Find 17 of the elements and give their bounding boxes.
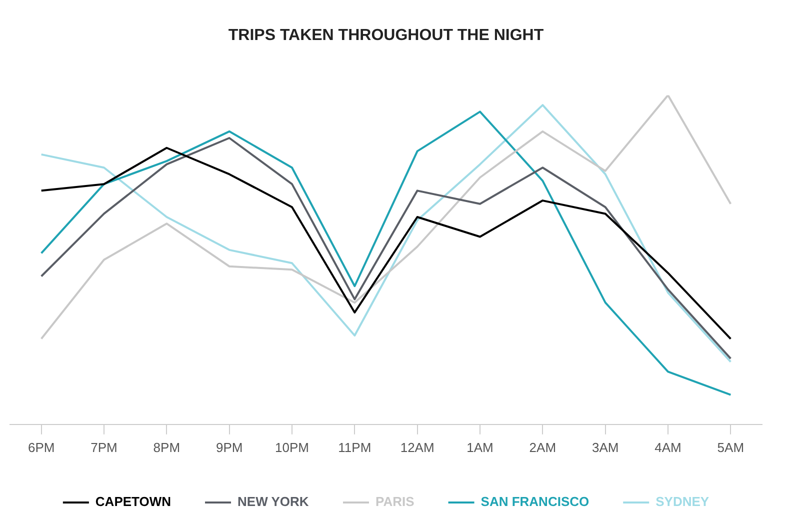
- x-tick-label: 9PM: [216, 440, 243, 455]
- x-tick-label: 10PM: [275, 440, 309, 455]
- legend-label: SYDNEY: [656, 494, 710, 510]
- legend-label: SAN FRANCISCO: [480, 494, 590, 510]
- x-tick-label: 8PM: [153, 440, 180, 455]
- x-tick-label: 5AM: [717, 440, 744, 455]
- x-tick-label: 3AM: [592, 440, 619, 455]
- legend-label: CAPETOWN: [95, 494, 172, 510]
- x-tick-label: 12AM: [400, 440, 434, 455]
- x-tick-label: 2AM: [529, 440, 556, 455]
- x-tick-label: 4AM: [654, 440, 682, 455]
- x-tick-label: 7PM: [90, 440, 118, 455]
- x-tick-label: 1AM: [466, 440, 494, 455]
- chart-title: TRIPS TAKEN THROUGHOUT THE NIGHT: [228, 27, 544, 44]
- x-tick-label: 11PM: [338, 440, 372, 455]
- x-tick-label: 6PM: [28, 440, 55, 455]
- legend-label: NEW YORK: [238, 494, 310, 510]
